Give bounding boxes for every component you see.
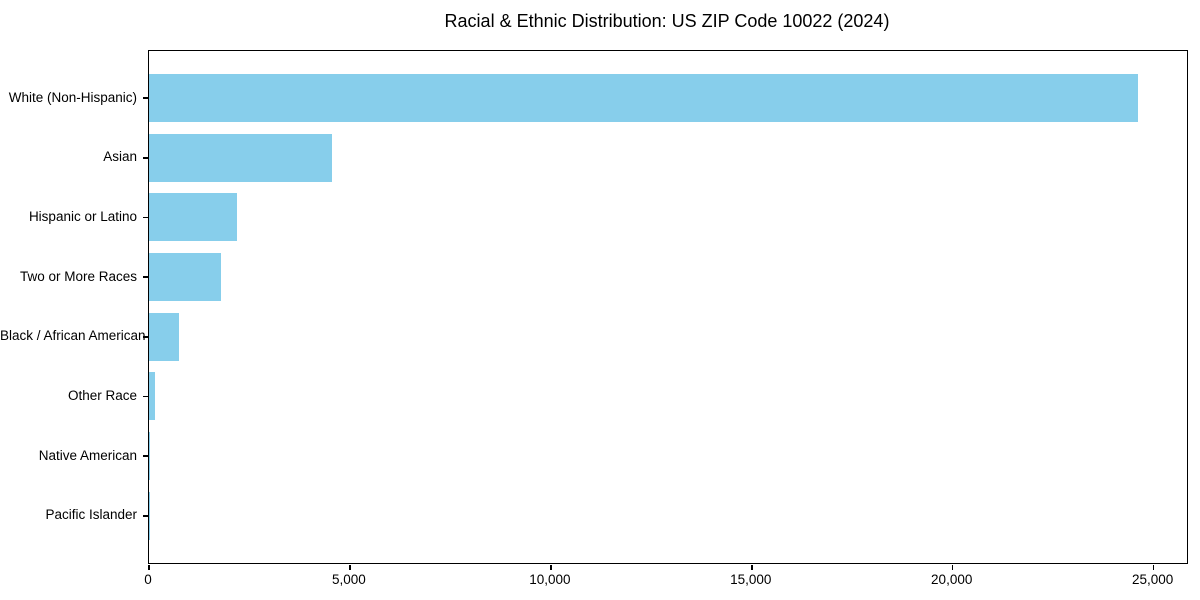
bar-white-non-hispanic: [149, 74, 1138, 123]
x-tick-25000: [1152, 565, 1155, 570]
y-tick-pacific-islander: [143, 515, 148, 517]
y-tick-other-race: [143, 395, 148, 398]
bar-black-african-american: [149, 312, 180, 361]
x-tick-label-0: 0: [144, 572, 152, 587]
y-tick-label-white-non-hispanic: White (Non-Hispanic): [8, 89, 137, 105]
x-tick-label-10000: 10,000: [529, 572, 571, 587]
bar-native-american: [149, 432, 151, 481]
x-tick-5000: [349, 565, 351, 570]
y-tick-native-american: [143, 455, 148, 457]
y-tick-label-asian: Asian: [103, 149, 137, 165]
x-tick-label-15000: 15,000: [730, 572, 772, 587]
y-tick-label-other-race: Other Race: [67, 387, 137, 403]
y-tick-hispanic-or-latino: [143, 216, 148, 219]
x-tick-label-25000: 25,000: [1131, 572, 1174, 587]
x-tick-15000: [751, 565, 753, 570]
y-tick-label-black-african-american: Black / African American: [0, 328, 146, 344]
y-tick-label-two-or-more-races: Two or More Races: [19, 268, 137, 284]
bar-two-or-more-races: [149, 253, 222, 302]
y-tick-two-or-more-races: [143, 276, 148, 278]
x-tick-label-20000: 20,000: [931, 572, 973, 587]
x-tick-label-5000: 5,000: [332, 572, 366, 587]
plot-area: [143, 50, 1188, 570]
y-tick-label-native-american: Native American: [38, 447, 137, 463]
x-tick-0: [148, 565, 150, 570]
x-tick-10000: [550, 565, 552, 570]
y-tick-label-pacific-islander: Pacific Islander: [45, 507, 137, 523]
y-tick-black-african-american: [143, 336, 148, 338]
y-tick-asian: [143, 157, 148, 159]
y-tick-label-hispanic-or-latino: Hispanic or Latino: [28, 208, 137, 224]
bar-other-race: [149, 372, 156, 421]
x-tick-20000: [951, 565, 954, 570]
chart-title: Racial & Ethnic Distribution: US ZIP Cod…: [444, 11, 890, 31]
y-tick-white-non-hispanic: [143, 97, 148, 99]
bar-hispanic-or-latino: [149, 193, 238, 242]
bar-asian: [149, 133, 332, 182]
